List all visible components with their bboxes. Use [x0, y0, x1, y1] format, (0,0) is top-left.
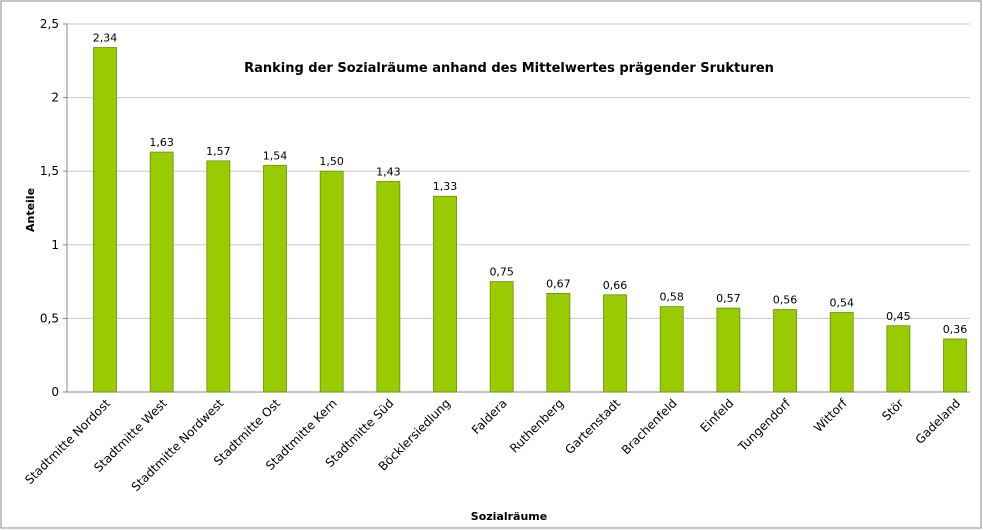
x-tick-label: Stadtmitte Nordwest: [129, 396, 227, 494]
bar: [433, 195, 457, 393]
value-label: 0,57: [716, 292, 741, 305]
y-tick-label: 1: [51, 238, 59, 252]
x-tick-label: Stör: [879, 396, 906, 423]
y-axis-title: Anteile: [24, 188, 37, 232]
bar: [943, 338, 967, 393]
value-label: 0,58: [659, 291, 684, 304]
x-tick-label: Brachenfeld: [619, 396, 680, 457]
y-tick-label: 0: [51, 385, 59, 399]
x-tick-label: Gartenstadt: [562, 396, 623, 457]
value-label: 0,56: [773, 294, 798, 307]
bar: [376, 181, 401, 393]
value-label: 0,66: [603, 279, 628, 292]
y-tick-label: 2,5: [40, 17, 59, 31]
value-label: 1,63: [149, 136, 174, 149]
bar: [546, 292, 571, 393]
value-label: 1,43: [376, 166, 401, 179]
bar: [659, 306, 684, 393]
bar: [829, 312, 854, 393]
value-label: 0,54: [829, 297, 854, 310]
value-label: 1,33: [433, 180, 458, 193]
bar: [489, 281, 514, 393]
y-tick-label: 2: [51, 91, 59, 105]
x-axis-title: Sozialräume: [471, 510, 547, 523]
bar: [319, 170, 344, 393]
x-tick-label: Tungendorf: [735, 396, 794, 455]
x-tick-label: Faldera: [469, 396, 510, 437]
value-label: 0,67: [546, 277, 571, 290]
value-label: 0,45: [886, 310, 911, 323]
x-tick-label: Einfeld: [698, 396, 737, 435]
bar: [773, 309, 797, 393]
value-label: 0,75: [489, 266, 514, 279]
x-tick-label: Gadeland: [913, 396, 964, 447]
bar: [603, 294, 627, 393]
value-label: 2,34: [93, 32, 118, 45]
value-label: 1,50: [319, 155, 344, 168]
bar: [716, 307, 741, 393]
x-tick-label: Wittorf: [811, 396, 850, 435]
bar: [886, 325, 911, 393]
value-label: 0,36: [943, 323, 968, 336]
value-label: 1,57: [206, 145, 231, 158]
bar: [263, 164, 287, 393]
value-label: 1,54: [263, 149, 288, 162]
bar: [93, 47, 117, 393]
bar: [206, 160, 231, 393]
chart-title: Ranking der Sozialräume anhand des Mitte…: [244, 61, 774, 76]
y-tick-label: 0,5: [40, 311, 59, 325]
y-tick-label: 1,5: [40, 164, 59, 178]
bar: [149, 151, 174, 393]
x-tick-label: Ruthenberg: [507, 396, 566, 455]
